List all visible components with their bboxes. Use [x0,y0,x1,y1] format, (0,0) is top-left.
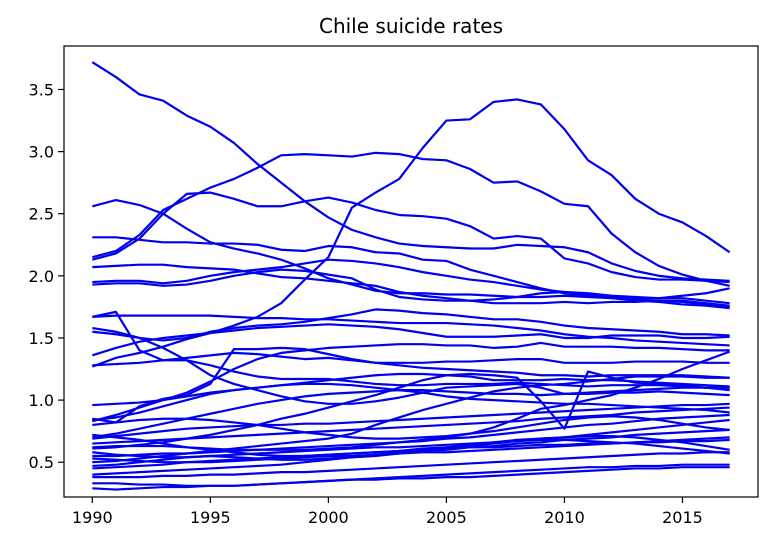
series-line-10 [92,330,730,405]
x-tick-label: 2000 [308,508,349,527]
series-line-16 [92,341,730,423]
series-line-21 [92,370,730,450]
plot-frame [63,45,759,498]
series-line-12 [92,351,730,379]
series-line-6 [92,263,730,307]
series-line-11 [91,98,731,368]
series-line-35 [92,402,730,440]
x-tick-label: 2010 [544,508,585,527]
y-tick-label: 1.5 [29,329,54,348]
series-line-34 [92,382,730,422]
series-layer [91,61,731,491]
y-axis: 0.5 1.0 1.5 2.0 2.5 3.0 3.5 [29,80,64,472]
series-line-29 [92,466,730,487]
series-line-15 [92,308,730,342]
series-line-7 [92,258,730,305]
chart-title: Chile suicide rates [319,14,503,38]
y-tick-label: 1.0 [29,391,54,410]
x-tick-label: 1990 [72,508,113,527]
series-line-27 [92,451,730,479]
series-line-4 [92,151,730,287]
y-tick-label: 2.5 [29,205,54,224]
series-line-5 [92,236,730,310]
series-line-9 [92,314,730,347]
x-tick-label: 1995 [190,508,231,527]
series-line-14 [92,310,730,389]
series-line-24 [92,413,730,458]
series-line-33 [92,435,730,468]
series-line-8 [92,268,730,302]
series-line-1 [91,61,730,282]
x-tick-label: 2015 [662,508,703,527]
series-line-18 [92,346,730,424]
y-tick-label: 2.0 [29,267,54,286]
x-tick-label: 2005 [426,508,467,527]
series-line-30 [92,415,730,440]
y-tick-label: 3.0 [29,143,54,162]
series-line-36 [92,436,730,464]
y-tick-label: 3.5 [29,80,54,99]
x-axis: 1990 1995 2000 2005 2010 2015 [72,497,703,527]
series-line-23 [92,406,730,445]
y-tick-label: 0.5 [29,453,54,472]
